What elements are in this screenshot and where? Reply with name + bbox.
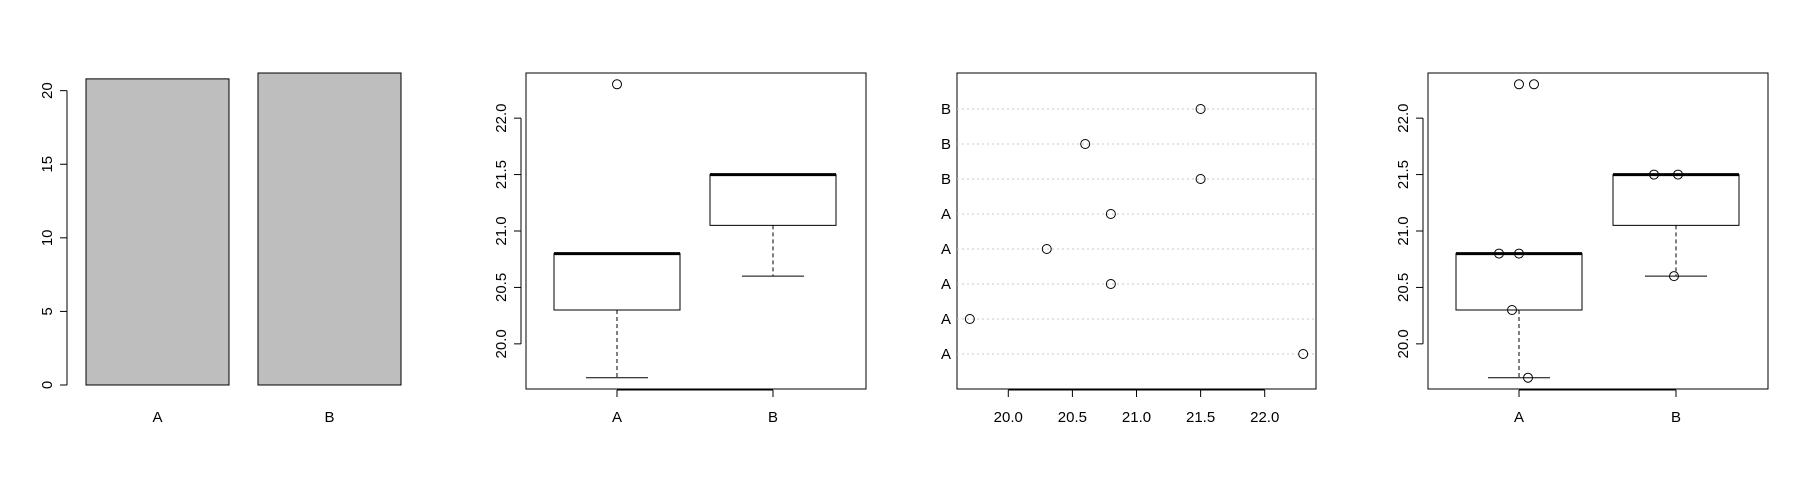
x-category-label: A — [152, 409, 162, 426]
box-plot: 20.0 20.5 21.0 21.5 22.0 A B — [493, 72, 867, 426]
row-label: A — [941, 206, 951, 223]
x-category-label: B — [1671, 409, 1681, 426]
y-tick-label: 5 — [39, 307, 56, 315]
data-point — [1529, 79, 1539, 90]
x-category-label: B — [768, 409, 778, 426]
x-category-label: A — [612, 409, 622, 426]
y-tick-label: 20.0 — [1395, 329, 1412, 358]
data-point — [1673, 169, 1683, 180]
box — [1455, 253, 1583, 311]
y-tick-label: 20.5 — [1395, 273, 1412, 302]
dot-point — [1041, 244, 1052, 254]
row-label: A — [941, 241, 951, 258]
data-point — [1523, 372, 1533, 383]
y-tick-label: 21.5 — [493, 160, 510, 189]
y-tick-label: 10 — [39, 229, 56, 246]
x-tick-label: 21.0 — [1122, 409, 1151, 426]
dot-point — [964, 314, 975, 324]
data-point — [1649, 169, 1659, 180]
row-label: A — [941, 346, 951, 363]
plot-frame — [525, 72, 867, 390]
y-tick-label: 0 — [39, 381, 56, 389]
x-tick-label: 20.0 — [994, 409, 1023, 426]
dot-point — [1195, 104, 1206, 114]
dot-point — [1298, 349, 1309, 359]
data-point — [1669, 271, 1679, 282]
row-label: A — [941, 311, 951, 328]
bar — [257, 72, 402, 386]
x-tick-label: 22.0 — [1250, 409, 1279, 426]
dot-chart: A A A A A B B B 20.0 20.5 21.0 21.5 22.0 — [941, 72, 1317, 426]
box — [553, 253, 681, 311]
y-tick-label: 15 — [39, 156, 56, 173]
row-label: B — [941, 136, 951, 153]
bar-chart: 0 5 10 15 20 A B — [39, 72, 402, 426]
plot-frame — [956, 72, 1317, 390]
x-category-label: B — [324, 409, 334, 426]
x-tick-label: 21.5 — [1186, 409, 1215, 426]
box-plot-with-points: 20.0 20.5 21.0 21.5 22.0 A B — [1395, 72, 1769, 426]
y-tick-label: 20.0 — [493, 329, 510, 358]
row-label: A — [941, 276, 951, 293]
row-label: B — [941, 171, 951, 188]
plot-frame — [1427, 72, 1769, 390]
y-tick-label: 22.0 — [1395, 104, 1412, 133]
dot-point — [1195, 174, 1206, 184]
row-label: B — [941, 101, 951, 118]
dot-point — [1105, 209, 1116, 219]
x-category-label: A — [1514, 409, 1524, 426]
box — [1612, 174, 1740, 226]
x-tick-label: 20.5 — [1058, 409, 1087, 426]
y-tick-label: 21.0 — [493, 216, 510, 245]
data-point — [1507, 305, 1517, 315]
y-tick-label: 20.5 — [493, 273, 510, 302]
y-tick-label: 21.5 — [1395, 160, 1412, 189]
dot-point — [1105, 279, 1116, 289]
y-tick-label: 20 — [39, 82, 56, 99]
box — [709, 174, 837, 226]
data-point — [1514, 79, 1524, 90]
bar — [85, 78, 230, 386]
data-point — [1494, 248, 1504, 259]
y-tick-label: 21.0 — [1395, 216, 1412, 245]
y-tick-label: 22.0 — [493, 104, 510, 133]
data-point — [1514, 248, 1524, 259]
outlier-point — [612, 79, 622, 90]
dot-point — [1080, 139, 1091, 149]
